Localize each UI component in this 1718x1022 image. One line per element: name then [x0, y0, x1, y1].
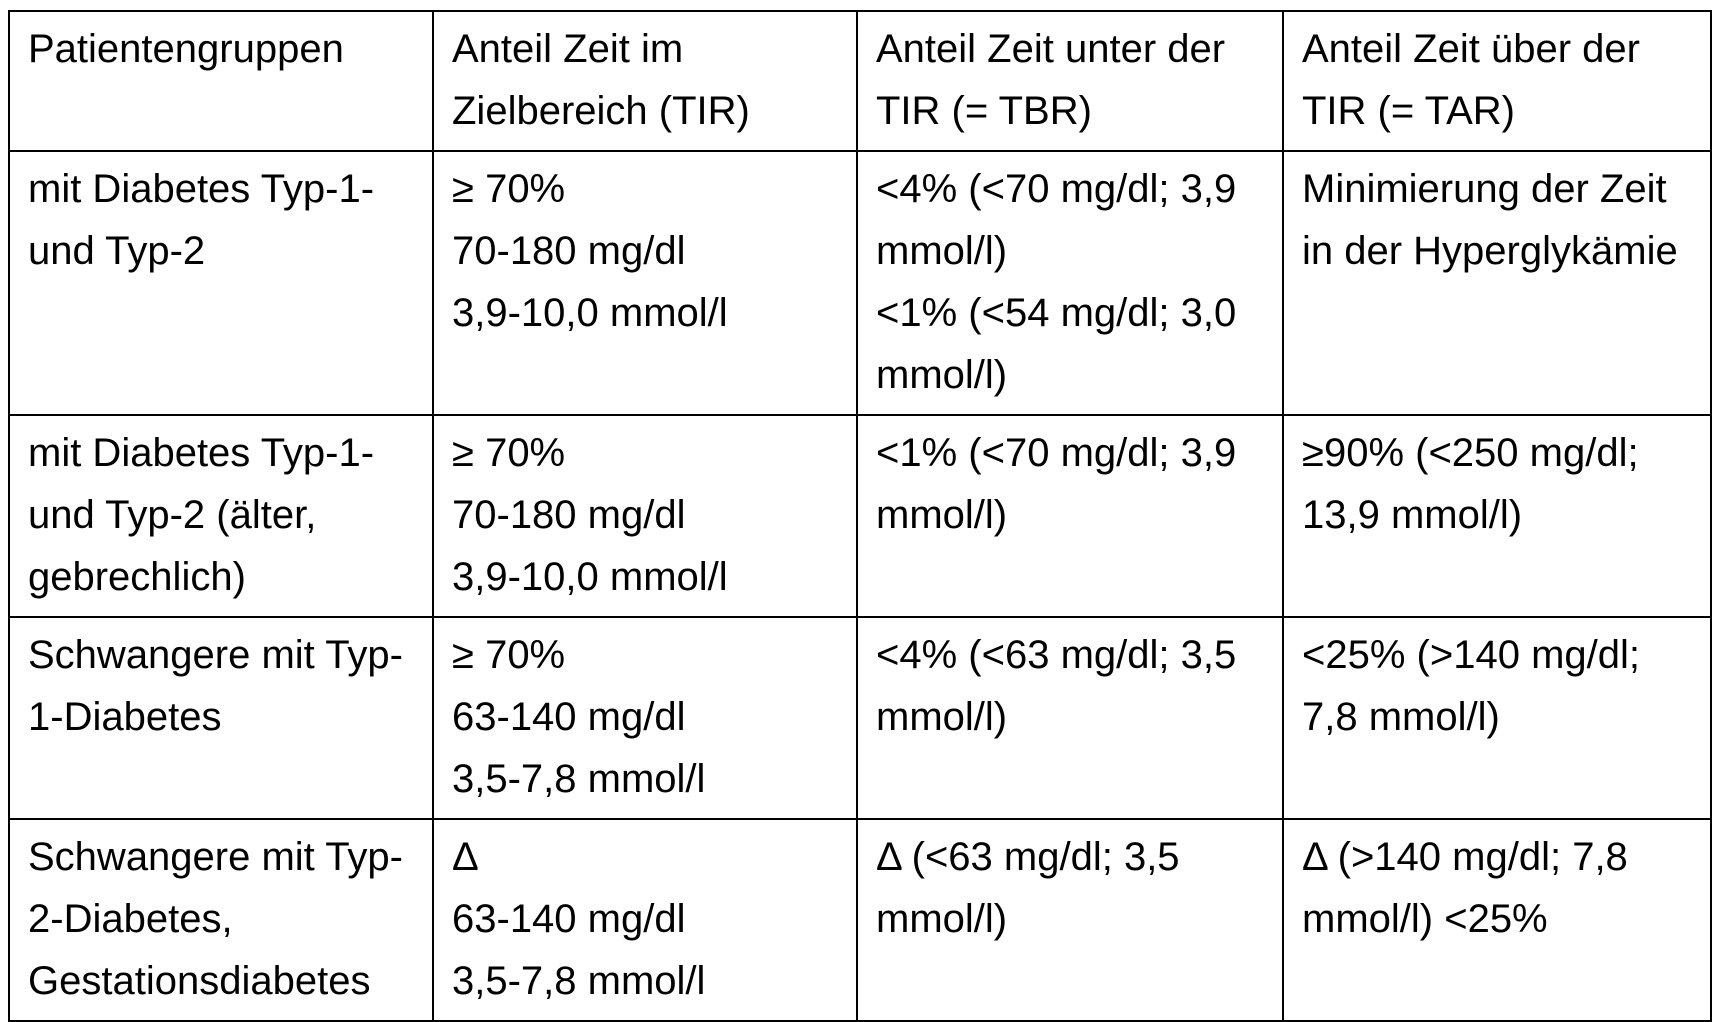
tir-line: 70-180 mg/dl [452, 229, 686, 273]
cell-tir: ≥ 70% 63-140 mg/dl 3,5-7,8 mmol/l [432, 616, 858, 820]
table-row: mit Diabetes Typ-1- und Typ-2 (älter, ge… [8, 414, 1712, 618]
tir-line: 70-180 mg/dl [452, 493, 686, 537]
table-row: Schwangere mit Typ-2-Diabetes, Gestation… [8, 818, 1712, 1022]
cell-group: Schwangere mit Typ-2-Diabetes, Gestation… [8, 818, 434, 1022]
cell-tbr: Δ (<63 mg/dl; 3,5 mmol/l) [856, 818, 1284, 1022]
tir-line: 63-140 mg/dl [452, 897, 686, 941]
tir-line: ≥ 70% [452, 633, 566, 677]
table-row: Schwangere mit Typ-1-Diabetes ≥ 70% 63-1… [8, 616, 1712, 820]
cell-group: Schwangere mit Typ-1-Diabetes [8, 616, 434, 820]
cell-tir: ≥ 70% 70-180 mg/dl 3,9-10,0 mmol/l [432, 414, 858, 618]
table-header-row: Patientengruppen Anteil Zeit im Zielbere… [8, 10, 1712, 152]
header-time-below-range: Anteil Zeit unter der TIR (= TBR) [856, 10, 1284, 152]
cell-group: mit Diabetes Typ-1- und Typ-2 [8, 150, 434, 416]
cell-tir: Δ 63-140 mg/dl 3,5-7,8 mmol/l [432, 818, 858, 1022]
tbr-line: <1% (<54 mg/dl; 3,0 mmol/l) [876, 291, 1237, 397]
cell-tar: ≥90% (<250 mg/dl; 13,9 mmol/l) [1282, 414, 1712, 618]
tir-line: Δ [452, 835, 479, 879]
tbr-line: <4% (<63 mg/dl; 3,5 mmol/l) [876, 633, 1237, 739]
table-row: mit Diabetes Typ-1- und Typ-2 ≥ 70% 70-1… [8, 150, 1712, 416]
header-time-in-range: Anteil Zeit im Zielbereich (TIR) [432, 10, 858, 152]
tbr-line: Δ (<63 mg/dl; 3,5 mmol/l) [876, 835, 1180, 941]
cell-group: mit Diabetes Typ-1- und Typ-2 (älter, ge… [8, 414, 434, 618]
tir-line: 3,5-7,8 mmol/l [452, 757, 706, 801]
tir-line: ≥ 70% [452, 431, 566, 475]
header-patient-groups: Patientengruppen [8, 10, 434, 152]
cell-tbr: <4% (<63 mg/dl; 3,5 mmol/l) [856, 616, 1284, 820]
tbr-line: <1% (<70 mg/dl; 3,9 mmol/l) [876, 431, 1237, 537]
cell-tbr: <4% (<70 mg/dl; 3,9 mmol/l) <1% (<54 mg/… [856, 150, 1284, 416]
tir-line: 3,9-10,0 mmol/l [452, 555, 728, 599]
cell-tbr: <1% (<70 mg/dl; 3,9 mmol/l) [856, 414, 1284, 618]
header-time-above-range: Anteil Zeit über der TIR (= TAR) [1282, 10, 1712, 152]
tir-line: 63-140 mg/dl [452, 695, 686, 739]
tir-line: ≥ 70% [452, 167, 566, 211]
cell-tir: ≥ 70% 70-180 mg/dl 3,9-10,0 mmol/l [432, 150, 858, 416]
cell-tar: Δ (>140 mg/dl; 7,8 mmol/l) <25% [1282, 818, 1712, 1022]
tir-line: 3,9-10,0 mmol/l [452, 291, 728, 335]
tir-target-table: Patientengruppen Anteil Zeit im Zielbere… [8, 10, 1712, 1022]
tir-line: 3,5-7,8 mmol/l [452, 959, 706, 1003]
cell-tar: Minimierung der Zeit in der Hyperglykämi… [1282, 150, 1712, 416]
cell-tar: <25% (>140 mg/dl; 7,8 mmol/l) [1282, 616, 1712, 820]
tbr-line: <4% (<70 mg/dl; 3,9 mmol/l) [876, 167, 1237, 273]
